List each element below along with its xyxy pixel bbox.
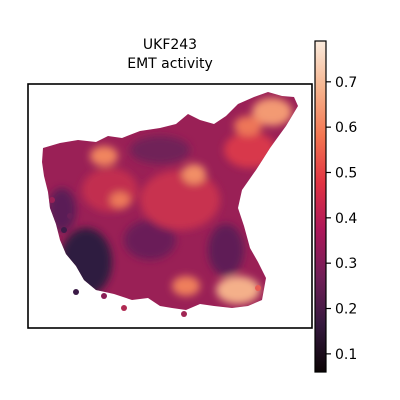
mid-region-arm — [224, 132, 276, 168]
colorbar-tick-label: 0.6 — [335, 120, 357, 136]
low-region-left-mid — [48, 188, 76, 232]
colorbar-tick-label: 0.7 — [335, 75, 357, 91]
low-region-top — [130, 136, 190, 164]
mid-region-left — [82, 168, 138, 212]
edge-spots — [49, 197, 261, 317]
colorbar-tick-label: 0.3 — [335, 256, 357, 272]
chart-title-line-1: UKF243 — [143, 37, 197, 53]
plot-frame — [27, 83, 313, 329]
mid-region-center — [140, 170, 220, 230]
edge-spot — [61, 227, 67, 233]
high-region-upper-right — [252, 98, 292, 126]
high-region-center-left — [110, 192, 130, 208]
high-region-lower-mid — [172, 276, 200, 296]
colorbar-tick-label: 0.5 — [335, 165, 357, 181]
tissue-spots — [42, 92, 298, 310]
low-region-right — [208, 224, 244, 276]
edge-spot — [101, 293, 107, 299]
low-region-center — [124, 220, 176, 260]
colorbar-tick-label: 0.1 — [335, 347, 357, 363]
edge-spot — [181, 311, 187, 317]
edge-spot — [67, 213, 73, 219]
high-region-lower-right — [216, 276, 260, 304]
edge-spot — [121, 305, 127, 311]
colorbar: 0.1 0.2 0.3 0.4 0.5 0.6 0.7 — [314, 40, 357, 373]
high-region-upper-left — [90, 146, 118, 166]
colorbar-tick-label: 0.2 — [335, 302, 357, 318]
colorbar-gradient — [314, 40, 327, 373]
edge-spot — [49, 197, 55, 203]
high-region-center-top — [182, 164, 206, 184]
edge-spot — [73, 289, 79, 295]
chart-title-line-2: EMT activity — [127, 56, 213, 72]
high-region-arm — [234, 116, 262, 136]
colorbar-tick-label: 0.4 — [335, 211, 357, 227]
low-region-lower-left — [60, 228, 112, 296]
edge-spot — [255, 285, 261, 291]
